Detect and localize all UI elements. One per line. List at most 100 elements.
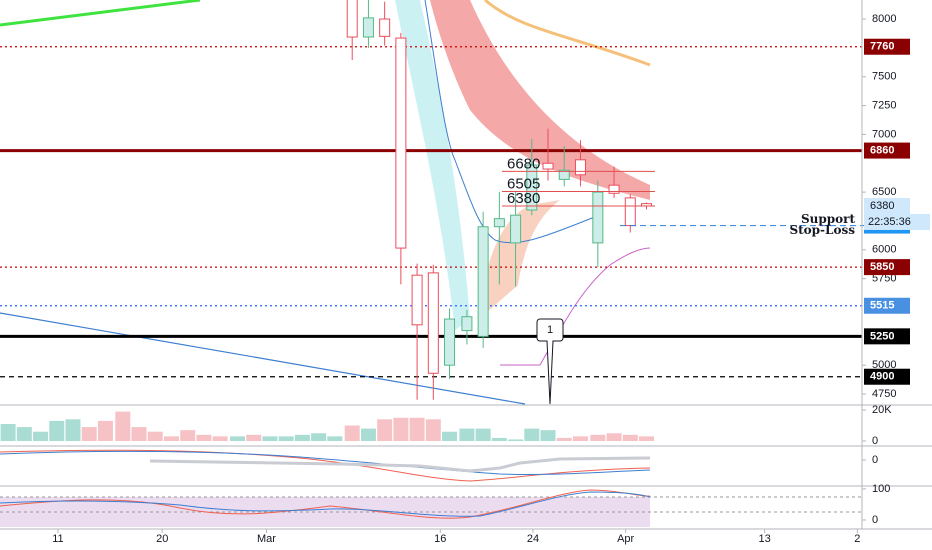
volume-bar bbox=[327, 436, 343, 441]
candle-body bbox=[427, 272, 439, 374]
x-tick-label: 20 bbox=[156, 533, 168, 545]
volume-bar bbox=[540, 430, 556, 441]
y-tick-label: 0 bbox=[872, 454, 878, 466]
level-label: 6860 bbox=[870, 144, 894, 156]
level-label-box bbox=[864, 142, 910, 159]
candle-body bbox=[346, 0, 358, 38]
x-tick-label: Apr bbox=[617, 533, 634, 545]
volume-bar bbox=[393, 417, 409, 441]
volume-bar bbox=[606, 433, 622, 441]
y-tick-label: 6500 bbox=[872, 186, 896, 198]
volume-bar bbox=[360, 428, 376, 441]
level-label: 4900 bbox=[870, 371, 894, 383]
volume-bar bbox=[147, 431, 163, 441]
candle-body bbox=[477, 226, 489, 337]
candle-body bbox=[558, 169, 570, 180]
volume-bar bbox=[262, 436, 278, 441]
candle-body bbox=[395, 37, 407, 249]
candle-body bbox=[411, 274, 423, 326]
volume-bar bbox=[0, 423, 16, 441]
x-tick-label: 13 bbox=[759, 533, 771, 545]
indicators bbox=[0, 0, 651, 405]
callout bbox=[536, 318, 564, 405]
x-tick-label: 16 bbox=[434, 533, 446, 545]
volume-bar bbox=[572, 436, 588, 441]
volume-bar bbox=[524, 428, 540, 441]
volume-bar bbox=[459, 428, 475, 441]
level-label-box bbox=[864, 259, 910, 276]
candle-body bbox=[362, 17, 374, 38]
level-label: 5515 bbox=[870, 300, 894, 312]
candle-body bbox=[624, 197, 636, 227]
y-tick-label: 7000 bbox=[872, 128, 896, 140]
volume-bar bbox=[294, 434, 310, 441]
volume-bar bbox=[425, 419, 441, 441]
volume-bar bbox=[556, 437, 572, 441]
volume-bar bbox=[508, 439, 524, 441]
y-tick-label: 5000 bbox=[872, 359, 896, 371]
volume-bar bbox=[97, 420, 113, 441]
volume-bar bbox=[230, 436, 246, 441]
volume-bar bbox=[246, 434, 262, 441]
y-tick-label: 4750 bbox=[872, 388, 896, 400]
volume-bar bbox=[65, 419, 81, 441]
callout-label: 1 bbox=[547, 324, 553, 336]
annotation-label: 6680 bbox=[507, 155, 540, 172]
volume-bar bbox=[639, 436, 654, 441]
y-tick-label: 0 bbox=[872, 435, 878, 447]
candle-body bbox=[592, 191, 604, 244]
volume-bar bbox=[442, 431, 458, 441]
candle-body bbox=[444, 318, 456, 366]
candle-body bbox=[461, 316, 473, 332]
volume-bar bbox=[33, 431, 49, 441]
volume-bar bbox=[344, 425, 360, 441]
volume-bar bbox=[377, 419, 393, 441]
volume-bar bbox=[409, 417, 425, 441]
candle-body bbox=[493, 218, 505, 228]
candle-body bbox=[542, 162, 554, 170]
cyan-band bbox=[395, 0, 470, 330]
volume-bar bbox=[622, 434, 638, 441]
volume-bar bbox=[115, 411, 131, 441]
rsi-pane bbox=[0, 489, 862, 527]
y-tick-label: 100 bbox=[872, 483, 890, 495]
candle-body bbox=[510, 214, 522, 244]
volume-bar bbox=[131, 427, 147, 441]
y-tick-label: 20K bbox=[872, 404, 892, 416]
red-ribbon bbox=[430, 0, 650, 200]
x-tick-label: Mar bbox=[257, 533, 276, 545]
level-label-box bbox=[864, 297, 910, 314]
trend-line bbox=[0, 0, 201, 27]
peach-band bbox=[478, 200, 560, 320]
moving-average bbox=[424, 0, 601, 244]
level-label: 5850 bbox=[870, 261, 894, 273]
y-tick-label: 7500 bbox=[872, 71, 896, 83]
volume-bar bbox=[81, 427, 97, 441]
candle-body bbox=[608, 184, 620, 194]
volume-bar bbox=[49, 420, 65, 441]
y-tick-label: 5750 bbox=[872, 273, 896, 285]
note: Support bbox=[801, 212, 855, 226]
volume-bar bbox=[196, 434, 212, 441]
level-label-box bbox=[864, 368, 910, 385]
x-tick-label: 2 bbox=[854, 533, 860, 545]
countdown-box bbox=[864, 213, 930, 230]
volume-bar bbox=[590, 434, 606, 441]
level-label-box bbox=[864, 38, 910, 55]
candle-body bbox=[526, 164, 538, 211]
volume-bar bbox=[163, 436, 179, 441]
trend-line bbox=[0, 312, 526, 405]
y-tick-label: 6000 bbox=[872, 244, 896, 256]
volume-bar bbox=[311, 433, 327, 441]
y-tick-label: 8000 bbox=[872, 13, 896, 25]
volume-bar bbox=[16, 427, 32, 441]
price-label-box bbox=[864, 197, 910, 214]
volume-bar bbox=[278, 436, 294, 441]
candle-body bbox=[574, 159, 586, 176]
level-label-box bbox=[864, 328, 910, 345]
candles bbox=[346, 0, 652, 400]
volume-bar bbox=[212, 436, 228, 441]
